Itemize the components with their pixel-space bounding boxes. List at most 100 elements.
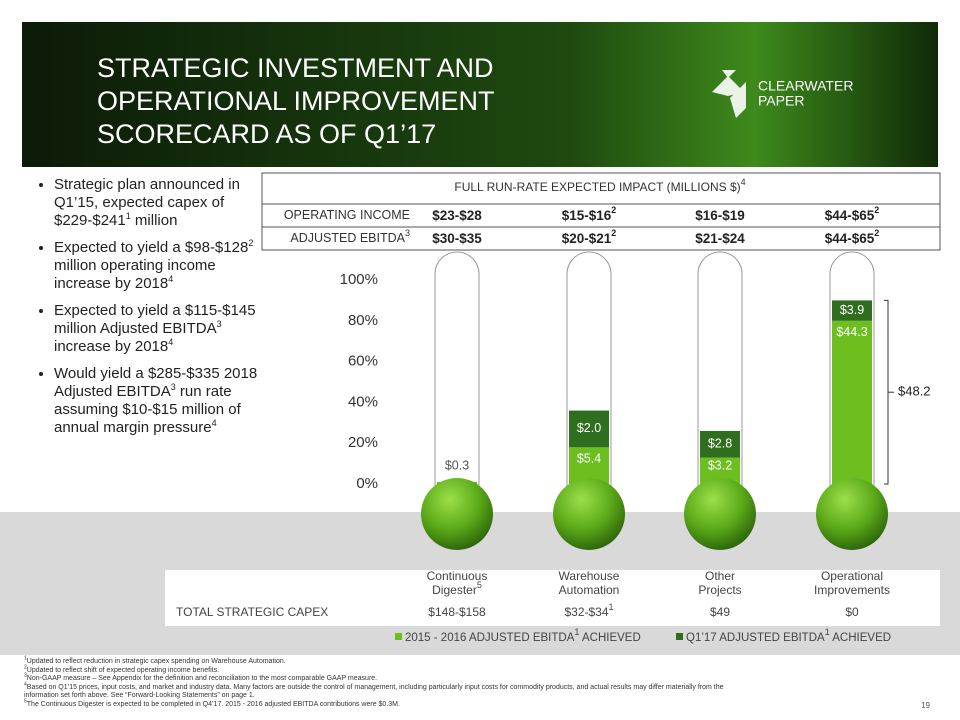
superscript: 4 [168, 274, 174, 284]
impact-value: $30-$35 [432, 231, 482, 246]
slide-title: OPERATIONAL IMPROVEMENT [97, 86, 495, 116]
impact-value: $21-$24 [695, 231, 745, 246]
bullet-text: increase by 2018 [54, 338, 169, 355]
thermometer-bulb [816, 478, 888, 550]
value-label: $3.2 [708, 458, 732, 472]
bullet: Expected to yield a $98-$1282 million op… [54, 239, 268, 293]
capex-value: $0 [845, 605, 859, 619]
bullet: Strategic plan announced in Q1’15, expec… [54, 176, 268, 230]
text-part: $16-$19 [695, 208, 745, 223]
text-part: $148-$158 [428, 605, 486, 619]
thermometer-tube [434, 251, 480, 513]
capex-box [165, 570, 940, 626]
footnote-text: Updated to reflect reduction in strategi… [26, 658, 286, 665]
bracket-label: $48.2 [898, 384, 931, 399]
footnote-text: Updated to reflect shift of expected ope… [26, 666, 220, 674]
superscript: 2 [24, 664, 27, 671]
bullet-list: Strategic plan announced in Q1’15, expec… [36, 176, 268, 446]
superscript: 2 [248, 238, 254, 248]
footnote: 2Updated to reflect shift of expected op… [24, 664, 734, 676]
legend-swatch [395, 633, 402, 640]
row-label: ADJUSTED EBITDA3 [290, 228, 410, 245]
text-part: Automation [559, 583, 620, 597]
bullet-text: Expected to yield a $115-$145 million Ad… [54, 302, 256, 337]
superscript: 1 [609, 602, 614, 612]
superscript: 2 [611, 228, 616, 238]
capex-value: $32-$341 [564, 602, 613, 619]
impact-value: $44-$652 [825, 228, 880, 245]
thermometer-bulb [553, 478, 625, 550]
text-part: ADJUSTED EBITDA [290, 231, 405, 245]
capex-value: $49 [710, 605, 730, 619]
impact-value: $20-$212 [562, 228, 617, 245]
superscript: 4 [24, 681, 27, 688]
superscript: 1 [825, 627, 830, 637]
impact-value: $15-$162 [562, 205, 617, 222]
superscript: 3 [405, 228, 410, 238]
page-number: 19 [921, 701, 930, 710]
text-part: $44-$65 [825, 208, 875, 223]
footnotes: 1Updated to reflect reduction in strateg… [24, 655, 734, 710]
text-part: Digester [432, 583, 477, 597]
bullet-text: million [130, 212, 178, 229]
y-tick-label: 60% [348, 353, 378, 370]
bullet-text: run rate assuming $10-$15 million of ann… [54, 383, 241, 436]
value-label: $2.0 [577, 421, 601, 435]
superscript: 1 [24, 655, 27, 662]
impact-value: $23-$28 [432, 208, 482, 223]
text-part: $30-$35 [432, 231, 482, 246]
value-label: $0.3 [445, 458, 469, 472]
impact-title: FULL RUN-RATE EXPECTED IMPACT (MILLIONS … [454, 177, 745, 194]
footnote: 4Based on Q1’15 prices, input costs, and… [24, 681, 734, 701]
text-part: ACHIEVED [579, 632, 640, 644]
superscript: 4 [741, 177, 746, 187]
text-part: Improvements [814, 583, 890, 597]
text-part: OPERATING INCOME [284, 208, 410, 222]
text-part: FULL RUN-RATE EXPECTED IMPACT (MILLIONS … [454, 180, 740, 194]
category-label: Digester5 [432, 580, 482, 597]
legend-label: Q1’17 ADJUSTED EBITDA1 ACHIEVED [686, 627, 891, 644]
text-part: $0 [845, 605, 859, 619]
superscript: 3 [24, 672, 27, 679]
y-tick-label: 40% [348, 393, 378, 410]
slide-title: STRATEGIC INVESTMENT AND [97, 53, 494, 83]
y-tick-label: 100% [340, 271, 378, 288]
text-part: ACHIEVED [830, 632, 891, 644]
bullet: Expected to yield a $115-$145 million Ad… [54, 302, 268, 356]
fill-segment [700, 430, 740, 458]
legend-label: 2015 - 2016 ADJUSTED EBITDA1 ACHIEVED [405, 627, 641, 644]
y-tick-label: 80% [348, 312, 378, 329]
legend-swatch [676, 633, 683, 640]
category-label: Automation [559, 583, 620, 597]
superscript: 4 [168, 337, 174, 347]
superscript: 2 [874, 228, 879, 238]
superscript: 2 [874, 205, 879, 215]
text-part: $23-$28 [432, 208, 482, 223]
category-label: Projects [698, 583, 741, 597]
bullet: Would yield a $285-$335 2018 Adjusted EB… [54, 365, 268, 437]
impact-value: $16-$19 [695, 208, 745, 223]
superscript: 1 [125, 211, 131, 221]
value-label: $2.8 [708, 437, 732, 451]
text-part: $21-$24 [695, 231, 745, 246]
footnote-text: The Continuous Digester is expected to b… [26, 700, 400, 708]
text-part: $15-$16 [562, 208, 612, 223]
thermometer-bulb [421, 478, 493, 550]
footnote-text: Non-GAAP measure – See Appendix for the … [26, 675, 378, 682]
fill-segment [832, 300, 872, 321]
text-part: $49 [710, 605, 730, 619]
y-tick-label: 0% [356, 475, 378, 492]
impact-row-box [261, 226, 941, 251]
bullet-text: Expected to yield a $98-$128 [54, 239, 249, 256]
y-tick-label: 20% [348, 434, 378, 451]
superscript: 2 [611, 205, 616, 215]
text-part: $44-$65 [825, 231, 875, 246]
bullet-text: Would yield a $285-$335 2018 Adjusted EB… [54, 365, 258, 400]
fill-segment [832, 320, 872, 505]
impact-value: $44-$652 [825, 205, 880, 222]
category-label: Continuous [427, 569, 488, 583]
footnote: 5The Continuous Digester is expected to … [24, 699, 734, 710]
bullet-text: Strategic plan announced in Q1’15, expec… [54, 176, 240, 229]
logo-mark [712, 70, 746, 118]
